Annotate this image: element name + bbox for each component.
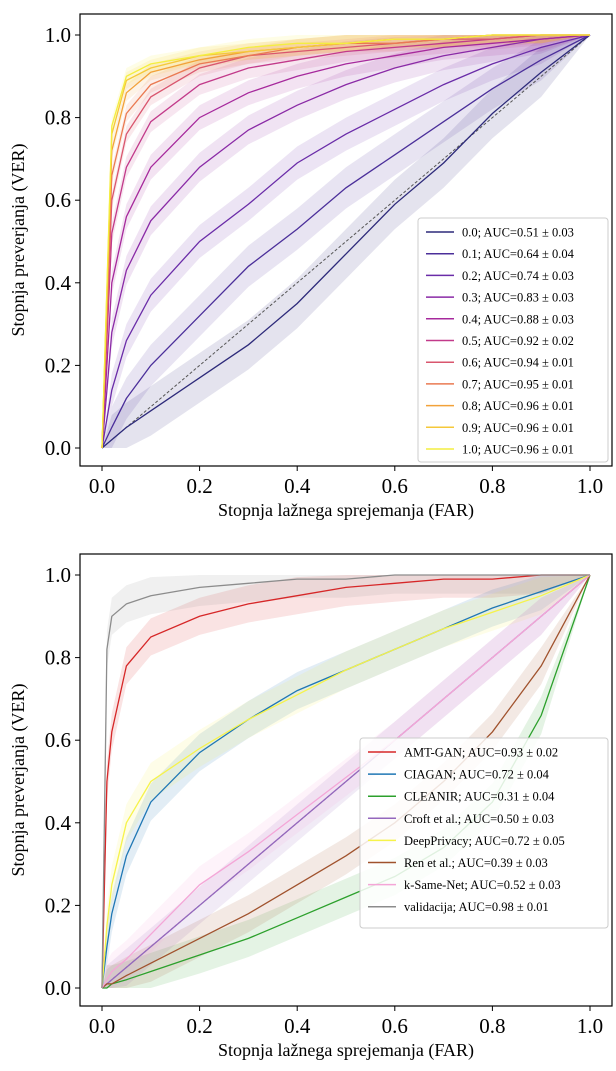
x-tick-label: 1.0: [577, 1014, 603, 1038]
legend-entry: 0.3; AUC=0.83 ± 0.03: [462, 291, 574, 305]
x-tick-label: 0.4: [284, 474, 311, 498]
legend-entry: 0.8; AUC=0.96 ± 0.01: [462, 399, 574, 413]
x-tick-label: 0.6: [382, 474, 408, 498]
x-tick-label: 0.2: [186, 474, 212, 498]
series-line: [101, 574, 590, 989]
series-band: [102, 35, 590, 448]
series-line: [101, 34, 591, 449]
series-band: [102, 575, 590, 988]
legend-entry: 0.9; AUC=0.96 ± 0.01: [462, 421, 574, 435]
y-tick-label: 0.0: [45, 436, 71, 460]
y-tick-label: 0.4: [45, 811, 72, 835]
legend-entry: validacija; AUC=0.98 ± 0.01: [404, 900, 549, 914]
series-band: [102, 575, 590, 988]
chance-diagonal: [101, 34, 591, 449]
y-tick-label: 0.6: [45, 188, 71, 212]
series-line: [101, 34, 591, 449]
y-tick-label: 0.4: [45, 271, 72, 295]
legend: 0.0; AUC=0.51 ± 0.03 0.1; AUC=0.64 ± 0.04…: [417, 217, 609, 463]
y-axis-label: Stopnja preverjanja (VER): [8, 144, 29, 337]
y-tick-label: 0.8: [45, 646, 71, 670]
y-tick-label: 0.2: [45, 353, 71, 377]
legend-entry: k-Same-Net; AUC=0.52 ± 0.03: [404, 878, 561, 892]
series-line: [101, 34, 590, 449]
legend: AMT-GAN; AUC=0.93 ± 0.02 CIAGAN; AUC=0.72…: [359, 737, 609, 929]
legend-entry: 0.5; AUC=0.92 ± 0.02: [462, 334, 574, 348]
legend-entry: Ren et al.; AUC=0.39 ± 0.03: [404, 856, 548, 870]
chart-1: 0.0 0.2 0.4 0.6 0.8 1.0 0.0 0.2 0.4 0.6 0.8 1.0 Stop…: [8, 13, 613, 521]
y-axis-label: Stopnja preverjanja (VER): [8, 684, 29, 877]
y-tick-label: 0.2: [45, 893, 71, 917]
x-tick-label: 0.0: [89, 474, 115, 498]
series-line: [101, 34, 591, 449]
legend-entry: 0.6; AUC=0.94 ± 0.01: [462, 356, 574, 370]
legend-box: [359, 737, 609, 929]
y-tick-label: 0.0: [45, 976, 71, 1000]
x-axis-label: Stopnja lažnega sprejemanja (FAR): [218, 1040, 474, 1061]
legend-entry: 0.7; AUC=0.95 ± 0.01: [462, 377, 574, 391]
legend-entry: CIAGAN; AUC=0.72 ± 0.04: [404, 768, 550, 782]
legend-entry: 0.1; AUC=0.64 ± 0.04: [462, 247, 575, 261]
series-line: [101, 574, 591, 989]
x-tick-label: 0.2: [186, 1014, 212, 1038]
legend-entry: 0.2; AUC=0.74 ± 0.03: [462, 269, 574, 283]
plot-frame: [79, 13, 613, 467]
legend-entry: 0.4; AUC=0.88 ± 0.03: [462, 312, 574, 326]
series-band: [102, 35, 590, 448]
x-tick-label: 0.8: [479, 1014, 505, 1038]
series-line: [101, 574, 591, 989]
series-line: [101, 34, 591, 449]
y-tick-label: 1.0: [45, 23, 71, 47]
y-tick-label: 0.6: [45, 728, 71, 752]
x-tick-label: 0.8: [479, 474, 505, 498]
series-band: [102, 35, 590, 448]
series-line: [101, 34, 590, 449]
x-axis-label: Stopnja lažnega sprejemanja (FAR): [218, 500, 474, 521]
series-line: [101, 574, 590, 989]
series-band: [102, 35, 590, 448]
legend-entry: Croft et al.; AUC=0.50 ± 0.03: [404, 812, 554, 826]
legend-entry: AMT-GAN; AUC=0.93 ± 0.02: [404, 746, 558, 760]
chart-2: 0.0 0.2 0.4 0.6 0.8 1.0 0.0 0.2 0.4 0.6 0.8 1.0 Stop…: [8, 553, 613, 1061]
x-tick-label: 0.6: [382, 1014, 408, 1038]
y-tick-label: 0.8: [45, 106, 71, 130]
plot-frame: [79, 553, 613, 1007]
series-line: [101, 34, 591, 449]
x-tick-label: 1.0: [577, 474, 603, 498]
x-tick-label: 0.4: [284, 1014, 311, 1038]
legend-entry: 0.0; AUC=0.51 ± 0.03: [462, 226, 574, 240]
legend-box: [417, 217, 609, 463]
y-tick-label: 1.0: [45, 563, 71, 587]
legend-entry: CLEANIR; AUC=0.31 ± 0.04: [404, 790, 555, 804]
series-band: [102, 575, 590, 988]
x-tick-label: 0.0: [89, 1014, 115, 1038]
legend-entry: DeepPrivacy; AUC=0.72 ± 0.05: [404, 834, 565, 848]
legend-entry: 1.0; AUC=0.96 ± 0.01: [462, 443, 574, 457]
series-line: [101, 574, 591, 989]
